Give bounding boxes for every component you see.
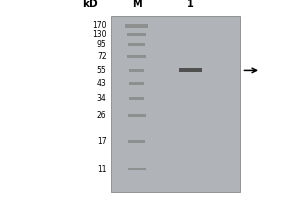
- Bar: [125, 24, 148, 28]
- Text: 55: 55: [97, 66, 106, 75]
- Bar: [128, 140, 145, 143]
- Text: 43: 43: [97, 79, 106, 88]
- Text: 95: 95: [97, 40, 106, 49]
- Text: 17: 17: [97, 137, 106, 146]
- Text: 1: 1: [187, 0, 194, 9]
- Text: 11: 11: [97, 164, 106, 173]
- Text: 130: 130: [92, 30, 106, 39]
- Text: 34: 34: [97, 94, 106, 103]
- Bar: [128, 114, 146, 117]
- Bar: [127, 33, 146, 36]
- Bar: [128, 168, 146, 170]
- Bar: [129, 97, 144, 100]
- Bar: [129, 82, 144, 85]
- Bar: [179, 68, 202, 72]
- Text: M: M: [132, 0, 141, 9]
- Bar: [111, 16, 240, 192]
- Text: kD: kD: [82, 0, 98, 9]
- Text: 26: 26: [97, 111, 106, 120]
- Text: 170: 170: [92, 21, 106, 30]
- Bar: [129, 69, 144, 72]
- Bar: [127, 55, 146, 58]
- Text: 72: 72: [97, 52, 106, 61]
- Bar: [128, 43, 145, 46]
